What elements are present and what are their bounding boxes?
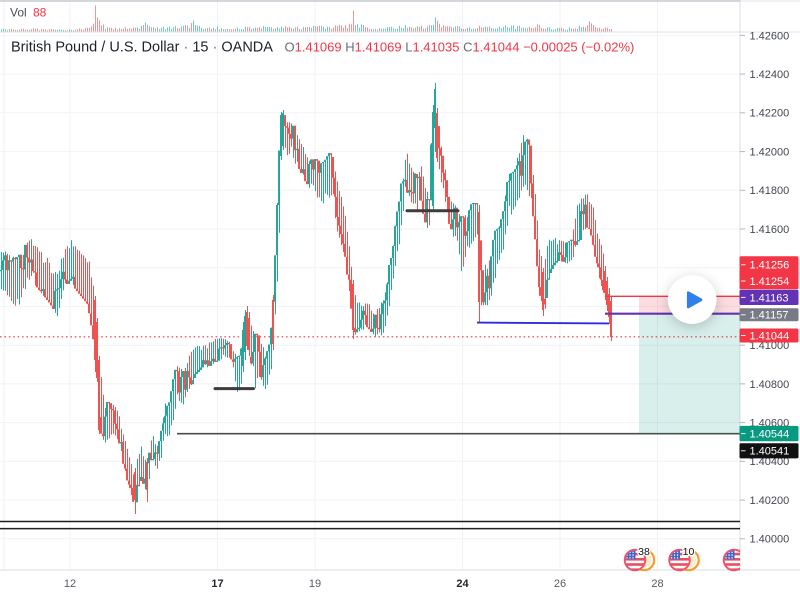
svg-text:1.42400: 1.42400 [750,69,790,81]
svg-text:1.40541: 1.40541 [750,446,790,458]
svg-text:1.41000: 1.41000 [750,340,790,352]
svg-text:O1.41069 H1.41069 L1.41035 C1.: O1.41069 H1.41069 L1.41035 C1.41044 −0.0… [285,40,635,55]
svg-text:1.41044: 1.41044 [750,330,790,342]
svg-text:British Pound / U.S. Dollar ·: British Pound / U.S. Dollar · 15 · OANDA [11,40,273,56]
svg-text:1.42000: 1.42000 [750,147,790,159]
svg-text:1.40544: 1.40544 [750,429,790,441]
svg-text:1.42200: 1.42200 [750,108,790,120]
svg-text:1.40000: 1.40000 [750,534,790,546]
svg-text:1.40800: 1.40800 [750,379,790,391]
svg-text:1.41800: 1.41800 [750,185,790,197]
svg-text:1.40400: 1.40400 [750,456,790,468]
svg-text:88: 88 [33,6,47,20]
svg-text:12: 12 [64,578,76,590]
svg-text:24: 24 [456,578,469,590]
svg-text:17: 17 [211,578,223,590]
svg-text:1.41157: 1.41157 [750,310,789,322]
svg-text:1.41600: 1.41600 [750,224,790,236]
svg-text:1.41163: 1.41163 [750,292,789,304]
svg-text:Vol: Vol [10,6,27,20]
svg-text:10: 10 [683,546,695,558]
svg-text:26: 26 [554,578,566,590]
svg-text:19: 19 [309,578,321,590]
svg-text:28: 28 [651,578,663,590]
svg-text:1.42600: 1.42600 [750,30,790,42]
svg-text:1.41254: 1.41254 [750,276,790,288]
svg-text:1.41256: 1.41256 [750,260,790,272]
svg-text:1.40200: 1.40200 [750,495,790,507]
svg-text:38: 38 [638,546,650,558]
